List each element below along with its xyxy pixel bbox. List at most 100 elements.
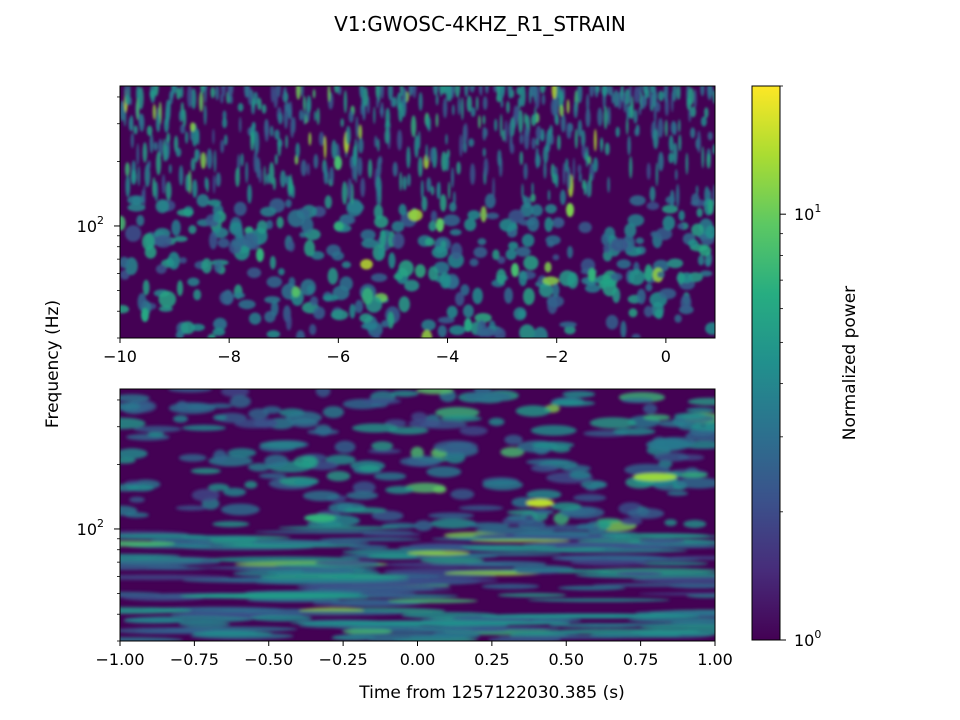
heatmap-blob <box>600 137 604 150</box>
heatmap-streak <box>364 591 417 598</box>
heatmap-blob <box>634 127 640 137</box>
heatmap-blob <box>483 157 489 177</box>
heatmap-streak <box>302 490 340 502</box>
heatmap-blob <box>550 134 554 145</box>
heatmap-blob <box>552 254 560 261</box>
heatmap-blob <box>482 96 488 110</box>
heatmap-blob <box>233 201 247 216</box>
heatmap-blob <box>307 163 310 176</box>
heatmap-streak <box>326 470 351 482</box>
heatmap-blob <box>469 258 479 267</box>
heatmap-blob <box>546 129 551 153</box>
heatmap-blob <box>707 86 714 97</box>
heatmap-streak <box>191 631 273 637</box>
heatmap-blob <box>586 93 590 112</box>
heatmap-blob <box>712 144 715 155</box>
heatmap-streak <box>346 491 379 500</box>
heatmap-blob <box>425 144 429 162</box>
heatmap-streak <box>333 633 473 640</box>
heatmap-blob <box>585 107 591 128</box>
heatmap-blob <box>247 90 253 106</box>
heatmap-blob <box>455 292 465 306</box>
heatmap-peak <box>464 318 472 332</box>
heatmap-blob <box>167 100 171 110</box>
heatmap-blob <box>204 86 207 104</box>
heatmap-blob <box>339 276 353 292</box>
heatmap-streak <box>570 559 649 566</box>
heatmap-blob <box>323 169 329 185</box>
heatmap-blob <box>707 198 714 215</box>
heatmap-streak <box>278 525 400 530</box>
heatmap-streak <box>120 540 176 547</box>
heatmap-blob <box>627 135 631 156</box>
heatmap-streak <box>375 577 499 584</box>
heatmap-blob <box>428 220 437 232</box>
heatmap-blob <box>589 86 594 98</box>
heatmap-streak <box>285 411 322 424</box>
heatmap-blob <box>222 117 228 129</box>
heatmap-blob <box>664 119 668 137</box>
heatmap-streak <box>562 390 596 398</box>
heatmap-blob <box>392 96 397 108</box>
heatmap-blob <box>220 86 226 97</box>
heatmap-streak <box>500 447 525 458</box>
heatmap-blob <box>247 267 262 279</box>
heatmap-blob <box>219 290 234 305</box>
heatmap-streak <box>450 488 475 500</box>
heatmap-blob <box>685 152 689 175</box>
heatmap-streak <box>410 446 424 459</box>
heatmap-streak <box>319 537 422 542</box>
heatmap-blob <box>492 177 495 201</box>
heatmap-streak <box>250 614 312 622</box>
heatmap-blob <box>430 185 435 196</box>
x-axis-label: Time from 1257122030.385 (s) <box>358 683 625 703</box>
colorbar-tick-label: 101 <box>794 202 821 224</box>
top-panel-frame <box>119 85 716 339</box>
heatmap-blob <box>165 181 172 201</box>
heatmap-blob <box>624 223 637 238</box>
heatmap-blob <box>557 134 561 151</box>
heatmap-blob <box>513 105 519 126</box>
heatmap-streak <box>469 626 511 633</box>
heatmap-blob <box>459 134 463 157</box>
heatmap-blob <box>195 149 201 160</box>
heatmap-blob <box>624 88 631 105</box>
heatmap-blob <box>581 179 587 190</box>
heatmap-blob <box>554 172 559 188</box>
heatmap-blob <box>680 294 692 312</box>
heatmap-blob <box>655 101 661 113</box>
heatmap-streak <box>580 480 608 490</box>
heatmap-streak <box>120 559 221 566</box>
heatmap-blob <box>604 142 610 156</box>
heatmap-blob <box>437 325 447 338</box>
heatmap-blob <box>264 119 270 142</box>
heatmap-streak <box>526 489 562 500</box>
heatmap-blob <box>373 332 380 338</box>
heatmap-blob <box>153 141 158 151</box>
heatmap-streak <box>133 425 182 433</box>
heatmap-blob <box>506 100 510 114</box>
heatmap-blob <box>559 189 566 205</box>
heatmap-blob <box>217 238 230 248</box>
heatmap-blob <box>136 143 140 166</box>
heatmap-blob <box>607 106 611 126</box>
heatmap-blob <box>523 163 528 180</box>
heatmap-streak <box>264 454 289 468</box>
heatmap-blob <box>252 121 256 131</box>
heatmap-streak <box>371 510 404 521</box>
heatmap-peak <box>290 620 570 626</box>
heatmap-streak <box>315 559 379 567</box>
heatmap-streak <box>504 434 523 445</box>
heatmap-streak <box>674 412 707 420</box>
heatmap-blob <box>280 170 286 188</box>
heatmap-blob <box>645 283 653 292</box>
heatmap-streak <box>426 466 462 478</box>
heatmap-blob <box>700 86 705 97</box>
heatmap-streak <box>348 544 389 550</box>
x-tick-label: −0.75 <box>170 650 219 669</box>
heatmap-blob <box>451 167 454 188</box>
heatmap-blob <box>139 113 145 132</box>
heatmap-blob <box>527 216 540 232</box>
heatmap-blob <box>237 102 244 112</box>
heatmap-blob <box>560 114 566 133</box>
